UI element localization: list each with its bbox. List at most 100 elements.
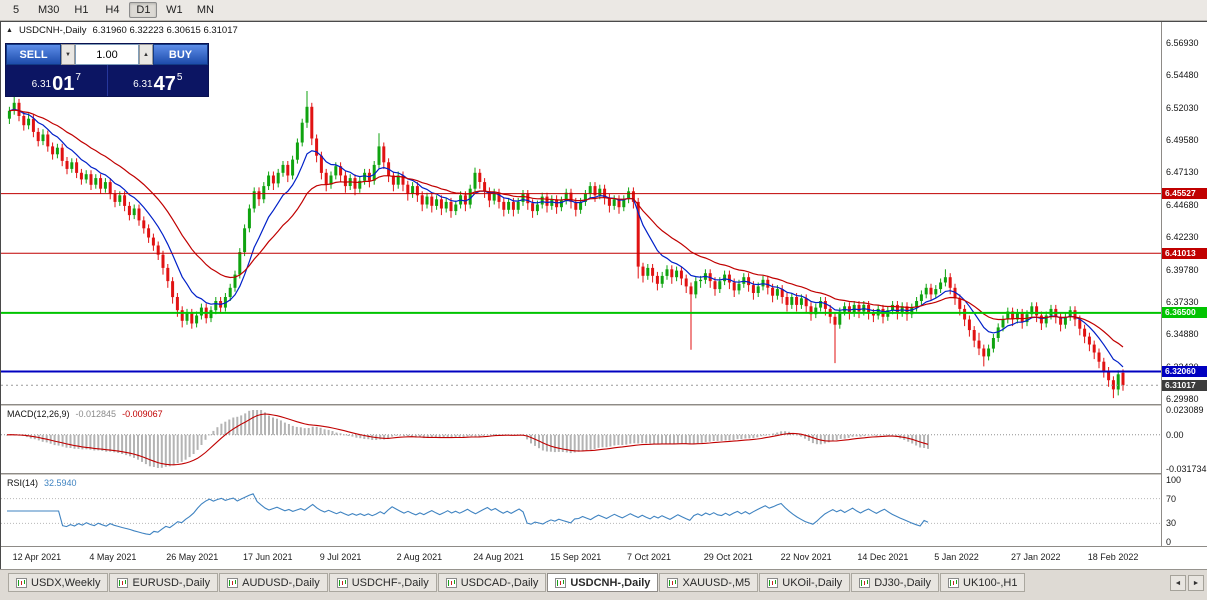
sell-button[interactable]: SELL xyxy=(6,44,61,65)
rsi-label-row: RSI(14) 32.5940 xyxy=(7,478,77,488)
rsi-value: 32.5940 xyxy=(44,478,77,488)
buy-price-big-digits: 47 xyxy=(153,73,176,95)
time-axis-label: 15 Sep 2021 xyxy=(550,552,602,562)
chart-tab-usdcad-daily[interactable]: USDCAD-,Daily xyxy=(437,573,547,592)
sell-price-display[interactable]: 6.31 01 7 xyxy=(6,65,108,96)
rsi-canvas[interactable] xyxy=(1,475,1161,546)
timeframe-button-5[interactable]: 5 xyxy=(12,4,20,16)
tabs-scroll-right-button[interactable]: ► xyxy=(1188,575,1204,591)
chart-tab-label: AUDUSD-,Daily xyxy=(242,576,320,589)
chart-tab-usdcnh-daily[interactable]: USDCNH-,Daily xyxy=(547,573,659,592)
time-axis-label: 12 Apr 2021 xyxy=(12,552,62,562)
chart-tab-label: USDCNH-,Daily xyxy=(570,576,651,589)
chart-tab-ukoil-daily[interactable]: UKOil-,Daily xyxy=(759,573,851,592)
chart-tab-usdx-weekly[interactable]: USDX,Weekly xyxy=(8,573,109,592)
chart-tab-icon xyxy=(336,577,348,588)
price-axis-label: 6.42230 xyxy=(1166,232,1199,243)
symbol-period-label: USDCNH-,Daily xyxy=(18,25,87,36)
timeframe-button-h1[interactable]: H1 xyxy=(74,4,89,16)
price-chart-canvas[interactable] xyxy=(1,22,1161,404)
time-axis[interactable]: 12 Apr 2021 4 May 2021 26 May 2021 17 Jun 2… xyxy=(1,546,1207,570)
chart-tab-icon xyxy=(859,577,871,588)
macd-label-row: MACD(12,26,9) -0.012845 -0.009067 xyxy=(7,409,163,419)
chart-window: ▲ USDCNH-,Daily 6.31960 6.32223 6.30615 … xyxy=(0,21,1207,570)
price-axis-label: 6.52030 xyxy=(1166,102,1199,113)
price-axis-label: 6.56930 xyxy=(1166,38,1199,48)
time-axis-label: 27 Jan 2022 xyxy=(1011,552,1061,562)
chart-title: ▲ USDCNH-,Daily 6.31960 6.32223 6.30615 … xyxy=(6,25,238,36)
chart-tab-uk100-h1[interactable]: UK100-,H1 xyxy=(940,573,1026,592)
timeframe-button-mn[interactable]: MN xyxy=(196,4,214,16)
chart-tab-eurusd-daily[interactable]: EURUSD-,Daily xyxy=(109,573,219,592)
tabs-scroll-left-button[interactable]: ◄ xyxy=(1170,575,1186,591)
price-axis-label: 6.54480 xyxy=(1166,70,1199,81)
chart-tab-icon xyxy=(555,577,567,588)
chart-tab-icon xyxy=(948,577,960,588)
timeframe-button-d1[interactable]: D1 xyxy=(129,2,158,18)
buy-button[interactable]: BUY xyxy=(153,44,208,65)
chart-tab-icon xyxy=(445,577,457,588)
chart-tab-label: EURUSD-,Daily xyxy=(132,576,211,589)
rsi-window-separator[interactable] xyxy=(1,473,1207,475)
rsi-title: RSI(14) xyxy=(7,478,39,488)
price-line-tag: 6.32060 xyxy=(1162,366,1207,377)
macd-canvas[interactable] xyxy=(1,406,1161,473)
price-axis-label: 6.39780 xyxy=(1166,264,1199,275)
price-axis-label: 6.47130 xyxy=(1166,167,1199,178)
current-price-tag: 6.31017 xyxy=(1162,379,1207,391)
timeframe-button-h4[interactable]: H4 xyxy=(105,4,120,16)
timeframe-button-m30[interactable]: M30 xyxy=(38,4,60,16)
chart-tab-label: USDCHF-,Daily xyxy=(351,576,429,589)
chart-tab-label: UKOil-,Daily xyxy=(782,576,843,589)
volume-increase-button[interactable]: ▲ xyxy=(139,44,153,65)
time-axis-label: 22 Nov 2021 xyxy=(780,552,832,562)
chart-tab-label: XAUUSD-,M5 xyxy=(682,576,751,589)
price-axis-label: 6.37330 xyxy=(1166,296,1199,307)
time-axis-label: 2 Aug 2021 xyxy=(396,552,443,562)
macd-window-separator[interactable] xyxy=(1,404,1207,406)
chart-tab-icon xyxy=(16,577,27,588)
time-axis-label: 26 May 2021 xyxy=(166,552,219,562)
chart-tab-audusd-daily[interactable]: AUDUSD-,Daily xyxy=(219,573,328,592)
chart-tab-usdchf-daily[interactable]: USDCHF-,Daily xyxy=(328,573,437,592)
sell-price-pip-digit: 7 xyxy=(75,72,81,83)
volume-decrease-button[interactable]: ▼ xyxy=(61,44,75,65)
rsi-axis-label: 100 xyxy=(1166,475,1182,485)
rsi-axis-label: 30 xyxy=(1166,518,1177,529)
volume-input[interactable] xyxy=(75,44,139,65)
sell-price-prefix: 6.31 xyxy=(31,79,52,90)
macd-title: MACD(12,26,9) xyxy=(7,409,70,419)
chart-tab-dj30-daily[interactable]: DJ30-,Daily xyxy=(851,573,940,592)
macd-main-value: -0.012845 xyxy=(75,409,117,419)
chart-tab-icon xyxy=(117,577,129,588)
chart-tab-xauusd-m5[interactable]: XAUUSD-,M5 xyxy=(659,573,759,592)
rsi-axis-label: 0 xyxy=(1166,537,1172,547)
chart-tab-icon xyxy=(767,577,779,588)
time-axis-label: 5 Jan 2022 xyxy=(934,552,979,562)
time-axis-label: 29 Oct 2021 xyxy=(703,552,753,562)
time-axis-label: 24 Aug 2021 xyxy=(473,552,524,562)
one-click-trading-panel: SELL ▼ ▲ BUY 6.31 01 7 6.31 47 5 xyxy=(5,43,209,97)
chart-tab-label: UK100-,H1 xyxy=(963,576,1018,589)
price-axis-label: 6.49580 xyxy=(1166,135,1199,146)
price-axis-label: 6.44680 xyxy=(1166,199,1199,210)
chart-tabs: USDX,Weekly EURUSD-,Daily AUDUSD-,Daily USD… xyxy=(8,573,1026,592)
time-axis-label: 14 Dec 2021 xyxy=(857,552,909,562)
chart-tabs-bar: USDX,Weekly EURUSD-,Daily AUDUSD-,Daily USD… xyxy=(0,569,1207,600)
ohlc-values: 6.31960 6.32223 6.30615 6.31017 xyxy=(92,25,238,36)
timeframe-button-w1[interactable]: W1 xyxy=(166,4,183,16)
price-axis[interactable]: 6.45527 6.41013 6.36500 6.32060 6.31017 6.569… xyxy=(1161,22,1207,547)
rsi-axis-label: 70 xyxy=(1166,493,1177,504)
price-line-tag: 6.45527 xyxy=(1162,188,1207,200)
time-axis-label: 4 May 2021 xyxy=(89,552,137,562)
sell-price-big-digits: 01 xyxy=(52,73,75,95)
chart-tab-label: USDX,Weekly xyxy=(31,576,101,589)
chart-tab-label: USDCAD-,Daily xyxy=(460,576,539,589)
macd-signal-value: -0.009067 xyxy=(122,409,163,419)
collapse-arrow-icon[interactable]: ▲ xyxy=(6,27,13,34)
time-axis-label: 7 Oct 2021 xyxy=(627,552,672,562)
time-axis-label: 17 Jun 2021 xyxy=(243,552,293,562)
buy-price-display[interactable]: 6.31 47 5 xyxy=(108,65,209,96)
price-line-tag: 6.41013 xyxy=(1162,247,1207,259)
